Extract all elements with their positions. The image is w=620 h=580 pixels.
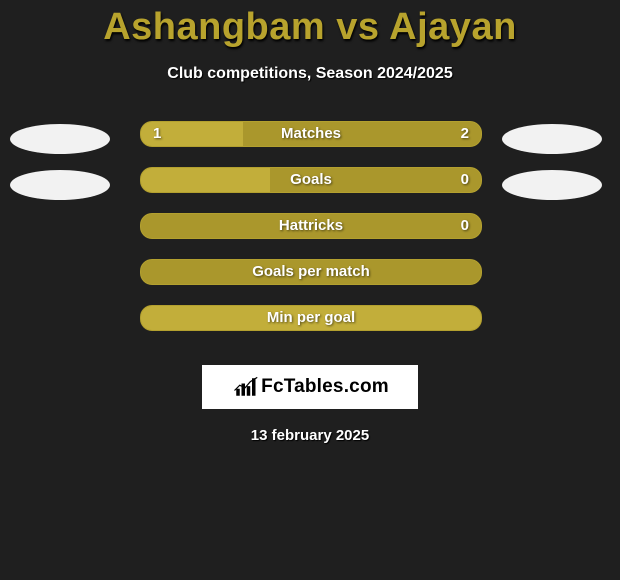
stat-label: Goals per match (141, 260, 481, 284)
title-vs: vs (325, 6, 389, 48)
player-avatar-right (502, 170, 602, 200)
stat-row: Min per goal (0, 303, 620, 349)
comparison-widget: Ashangbam vs Ajayan Club competitions, S… (0, 0, 620, 580)
stat-row: Goals0 (0, 165, 620, 211)
stat-bar: Goals per match (140, 259, 482, 285)
stat-value-right: 0 (461, 168, 469, 192)
stat-bar: Goals0 (140, 167, 482, 193)
title-player-left: Ashangbam (103, 6, 325, 48)
stat-row: Hattricks0 (0, 211, 620, 257)
stat-bar: Hattricks0 (140, 213, 482, 239)
stat-label: Hattricks (141, 214, 481, 238)
stat-label: Min per goal (141, 306, 481, 330)
stat-value-right: 2 (461, 122, 469, 146)
page-title: Ashangbam vs Ajayan (0, 0, 620, 49)
title-player-right: Ajayan (389, 6, 517, 48)
stat-row: Goals per match (0, 257, 620, 303)
stat-value-left: 1 (153, 122, 161, 146)
stat-label: Matches (141, 122, 481, 146)
brand-badge[interactable]: FcTables.com (202, 365, 418, 409)
stat-bar: Matches1 2 (140, 121, 482, 147)
player-avatar-left (10, 124, 110, 154)
brand-text: FcTables.com (261, 376, 389, 398)
stat-value-right: 0 (461, 214, 469, 238)
stats-bars: Matches12Goals0Hattricks0Goals per match… (0, 119, 620, 349)
player-avatar-left (10, 170, 110, 200)
subtitle: Club competitions, Season 2024/2025 (0, 65, 620, 83)
stat-row: Matches1 2 (0, 119, 620, 165)
bar-chart-icon (231, 376, 259, 398)
footer-date: 13 february 2025 (0, 427, 620, 444)
stat-bar: Min per goal (140, 305, 482, 331)
stat-label: Goals (141, 168, 481, 192)
player-avatar-right (502, 124, 602, 154)
